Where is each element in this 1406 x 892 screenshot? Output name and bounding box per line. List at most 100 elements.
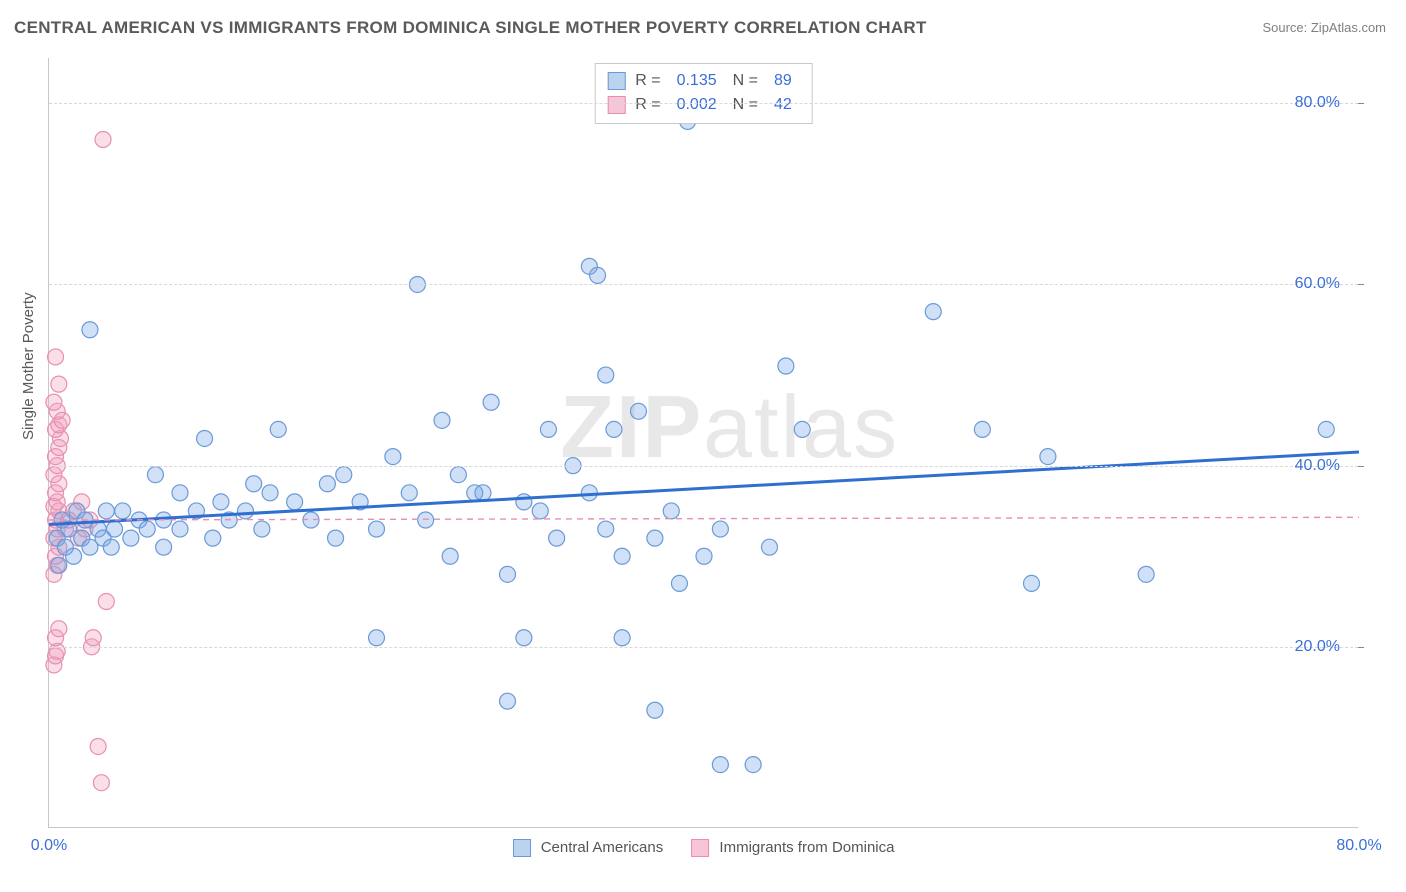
data-point: [197, 430, 213, 446]
data-point: [696, 548, 712, 564]
data-point: [631, 403, 647, 419]
legend-swatch-0: [607, 72, 625, 90]
data-point: [287, 494, 303, 510]
bottom-label-0: Central Americans: [541, 839, 664, 856]
data-point: [647, 702, 663, 718]
y-tick-mark: [1358, 466, 1364, 467]
data-point: [598, 367, 614, 383]
data-point: [90, 738, 106, 754]
data-point: [156, 539, 172, 555]
data-point: [115, 503, 131, 519]
data-point: [369, 521, 385, 537]
scatter-svg: [49, 58, 1358, 827]
bottom-legend: Central Americans Immigrants from Domini…: [513, 839, 895, 857]
n-label-0: N =: [733, 69, 758, 93]
r-label-0: R =: [635, 69, 660, 93]
data-point: [925, 304, 941, 320]
correlation-legend-box: R = 0.135 N = 89 R = 0.002 N = 42: [594, 63, 813, 124]
y-tick-mark: [1358, 647, 1364, 648]
chart-title: CENTRAL AMERICAN VS IMMIGRANTS FROM DOMI…: [14, 18, 927, 38]
data-point: [238, 503, 254, 519]
r-label-1: R =: [635, 93, 660, 117]
data-point: [1024, 575, 1040, 591]
legend-swatch-1: [607, 96, 625, 114]
r-value-1: 0.002: [677, 93, 717, 117]
source-label: Source: ZipAtlas.com: [1262, 20, 1386, 35]
data-point: [103, 539, 119, 555]
data-point: [712, 757, 728, 773]
data-point: [745, 757, 761, 773]
data-point: [147, 467, 163, 483]
data-point: [1138, 566, 1154, 582]
data-point: [254, 521, 270, 537]
data-point: [262, 485, 278, 501]
data-point: [205, 530, 221, 546]
data-point: [434, 412, 450, 428]
bottom-legend-item-0: Central Americans: [513, 839, 664, 857]
data-point: [500, 693, 516, 709]
data-point: [319, 476, 335, 492]
data-point: [606, 421, 622, 437]
data-point: [98, 503, 114, 519]
x-tick-label: 0.0%: [31, 837, 67, 855]
data-point: [483, 394, 499, 410]
data-point: [51, 376, 67, 392]
data-point: [778, 358, 794, 374]
n-value-0: 89: [774, 69, 792, 93]
data-point: [66, 548, 82, 564]
data-point: [516, 494, 532, 510]
gridline-h: [49, 647, 1358, 648]
y-tick-label: 20.0%: [1295, 638, 1340, 656]
data-point: [172, 485, 188, 501]
data-point: [51, 621, 67, 637]
data-point: [46, 394, 62, 410]
data-point: [213, 494, 229, 510]
data-point: [328, 530, 344, 546]
data-point: [139, 521, 155, 537]
legend-row-series-0: R = 0.135 N = 89: [607, 69, 798, 93]
data-point: [614, 548, 630, 564]
data-point: [246, 476, 262, 492]
data-point: [614, 630, 630, 646]
n-value-1: 42: [774, 93, 792, 117]
data-point: [369, 630, 385, 646]
data-point: [663, 503, 679, 519]
data-point: [974, 421, 990, 437]
data-point: [51, 557, 67, 573]
data-point: [385, 449, 401, 465]
data-point: [85, 630, 101, 646]
data-point: [442, 548, 458, 564]
data-point: [107, 521, 123, 537]
data-point: [172, 521, 188, 537]
data-point: [1040, 449, 1056, 465]
data-point: [93, 775, 109, 791]
data-point: [712, 521, 728, 537]
data-point: [48, 349, 64, 365]
y-tick-mark: [1358, 103, 1364, 104]
data-point: [532, 503, 548, 519]
data-point: [590, 267, 606, 283]
data-point: [418, 512, 434, 528]
bottom-swatch-1: [691, 839, 709, 857]
y-tick-label: 40.0%: [1295, 457, 1340, 475]
r-value-0: 0.135: [677, 69, 717, 93]
data-point: [336, 467, 352, 483]
y-axis-title: Single Mother Poverty: [20, 292, 37, 440]
y-tick-label: 60.0%: [1295, 275, 1340, 293]
data-point: [450, 467, 466, 483]
trend-line: [49, 452, 1359, 524]
n-label-1: N =: [733, 93, 758, 117]
legend-row-series-1: R = 0.002 N = 42: [607, 93, 798, 117]
data-point: [123, 530, 139, 546]
data-point: [475, 485, 491, 501]
bottom-swatch-0: [513, 839, 531, 857]
data-point: [598, 521, 614, 537]
data-point: [794, 421, 810, 437]
data-point: [82, 322, 98, 338]
data-point: [270, 421, 286, 437]
x-tick-label: 80.0%: [1336, 837, 1381, 855]
gridline-h: [49, 466, 1358, 467]
data-point: [98, 594, 114, 610]
data-point: [401, 485, 417, 501]
gridline-h: [49, 284, 1358, 285]
